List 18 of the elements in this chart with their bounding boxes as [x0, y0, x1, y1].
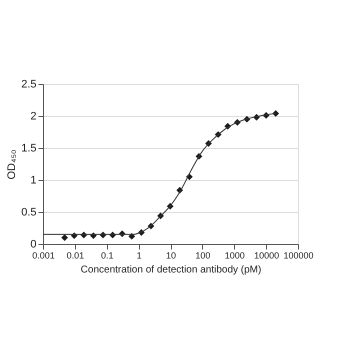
x-tick-label: 0.01 [66, 250, 84, 260]
y-tick-label: 2.5 [21, 78, 36, 90]
x-axis-title: Concentration of detection antibody (pM) [80, 264, 262, 276]
point [61, 234, 68, 241]
y-tick-label: 0 [30, 238, 36, 250]
x-tick-label: 0.1 [100, 250, 114, 260]
x-tick-label: 100 [195, 250, 210, 260]
y-tick-label: 0.5 [21, 206, 36, 218]
x-tick-label: 0.001 [32, 250, 55, 260]
x-tick-label: 1 [136, 250, 142, 260]
y-tick-label: 1 [30, 174, 36, 186]
x-tick-label: 10 [166, 250, 176, 260]
x-tick-label: 1000 [224, 250, 245, 260]
y-axis-title: OD₄₅₀ [6, 150, 18, 180]
x-tick-label: 100000 [283, 250, 314, 260]
y-tick-label: 2 [30, 110, 36, 122]
y-tick-label: 1.5 [21, 142, 36, 154]
x-tick-label: 10000 [254, 250, 280, 260]
